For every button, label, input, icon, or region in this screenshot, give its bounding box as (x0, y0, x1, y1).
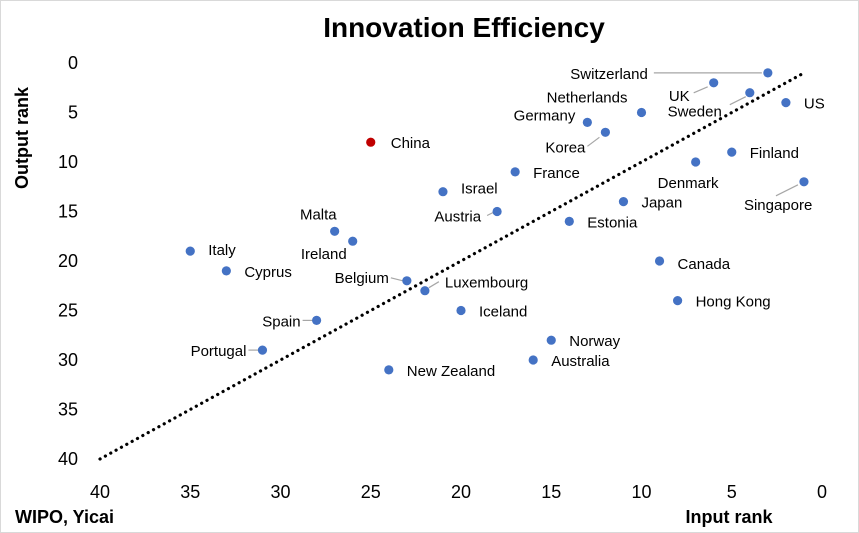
leader-line-austria (486, 211, 494, 217)
data-point-sweden (745, 88, 755, 98)
data-point-portugal (257, 345, 268, 355)
data-label-ireland: Ireland (301, 246, 347, 263)
data-point-cyprus (221, 266, 231, 276)
data-point-finland (727, 147, 737, 157)
parity-reference-line (98, 71, 806, 461)
x-tick-label: 35 (180, 482, 200, 502)
data-point-iceland (456, 305, 466, 316)
data-label-belgium: Belgium (335, 270, 389, 287)
y-axis-ticks: 0 5 10 15 20 25 30 35 40 (58, 53, 78, 469)
data-point-estonia (564, 216, 574, 226)
data-point-france (510, 167, 520, 177)
leader-line-luxembourg (428, 281, 440, 289)
x-tick-label: 30 (270, 482, 290, 502)
data-point-canada (654, 256, 665, 266)
y-tick-label: 15 (58, 202, 78, 222)
data-label-switzerland: Switzerland (570, 66, 648, 83)
y-axis-title: Output rank (12, 86, 32, 189)
data-point-china (366, 137, 376, 147)
data-label-austria: Austria (434, 209, 481, 226)
data-label-us: US (804, 96, 825, 113)
x-tick-label: 25 (361, 482, 381, 502)
data-label-spain: Spain (262, 313, 300, 330)
data-label-israel: Israel (461, 181, 498, 198)
leader-line-belgium (390, 277, 403, 282)
data-label-denmark: Denmark (658, 175, 719, 192)
data-label-germany: Germany (514, 107, 576, 124)
data-point-denmark (691, 157, 701, 167)
x-tick-label: 10 (631, 482, 651, 502)
x-axis-title: Input rank (685, 507, 773, 527)
leader-line-uk (693, 86, 708, 94)
x-tick-label: 40 (90, 482, 110, 502)
data-label-japan: Japan (641, 195, 682, 212)
data-point-ireland (348, 236, 358, 246)
data-labels: Switzerland UK Netherlands Sweden US Germany K… (191, 66, 825, 380)
data-label-china: China (391, 135, 431, 152)
data-label-estonia: Estonia (587, 214, 638, 231)
data-label-singapore: Singapore (744, 197, 812, 214)
data-point-austria (492, 206, 502, 217)
source-label: WIPO, Yicai (15, 507, 114, 527)
data-label-canada: Canada (678, 256, 731, 273)
chart-title: Innovation Efficiency (323, 12, 605, 43)
leader-line-korea (587, 136, 600, 147)
data-point-us (781, 98, 791, 108)
data-point-australia (528, 355, 538, 365)
y-tick-label: 20 (58, 251, 78, 271)
data-points (185, 68, 809, 375)
data-label-portugal: Portugal (191, 343, 247, 360)
data-label-norway: Norway (569, 333, 620, 350)
y-tick-label: 5 (68, 103, 78, 123)
y-tick-label: 30 (58, 350, 78, 370)
data-label-cyprus: Cyprus (244, 264, 292, 281)
leader-line-sweden (729, 96, 747, 106)
data-point-japan (618, 197, 629, 207)
data-point-uk (709, 78, 719, 88)
data-point-italy (185, 246, 195, 256)
data-point-belgium (402, 276, 412, 286)
x-tick-label: 15 (541, 482, 561, 502)
data-point-israel (438, 187, 448, 197)
data-point-hong-kong (673, 296, 683, 306)
y-tick-label: 25 (58, 301, 78, 321)
x-tick-label: 20 (451, 482, 471, 502)
data-point-switzerland (763, 68, 773, 78)
leader-lines (248, 72, 799, 351)
data-label-luxembourg: Luxembourg (445, 275, 528, 292)
data-label-netherlands: Netherlands (547, 90, 628, 107)
data-label-new-zealand: New Zealand (407, 363, 495, 380)
data-point-korea (600, 127, 611, 137)
data-point-singapore (799, 177, 809, 187)
data-label-sweden: Sweden (668, 104, 722, 121)
data-point-norway (546, 335, 556, 345)
data-point-new-zealand (384, 365, 394, 375)
data-point-germany (582, 117, 592, 127)
data-label-iceland: Iceland (479, 304, 527, 321)
data-label-uk: UK (669, 88, 690, 105)
y-tick-label: 35 (58, 400, 78, 420)
data-label-malta: Malta (300, 206, 337, 223)
data-point-spain (312, 315, 322, 325)
y-tick-label: 10 (58, 152, 78, 172)
leader-line-singapore (775, 184, 799, 197)
x-tick-label: 0 (817, 482, 827, 502)
data-label-italy: Italy (208, 242, 236, 259)
y-tick-label: 0 (68, 53, 78, 73)
y-tick-label: 40 (58, 449, 78, 469)
data-point-luxembourg (420, 286, 430, 296)
data-point-malta (330, 226, 340, 236)
data-point-netherlands (636, 107, 647, 118)
data-label-finland: Finland (750, 145, 799, 162)
x-axis-ticks: 40 35 30 25 20 15 10 5 0 (90, 482, 827, 502)
data-label-korea: Korea (545, 139, 586, 156)
data-label-hong-kong: Hong Kong (696, 294, 771, 311)
x-tick-label: 5 (727, 482, 737, 502)
data-label-australia: Australia (551, 353, 610, 370)
data-label-france: France (533, 165, 580, 182)
reference-line-group (98, 71, 806, 461)
